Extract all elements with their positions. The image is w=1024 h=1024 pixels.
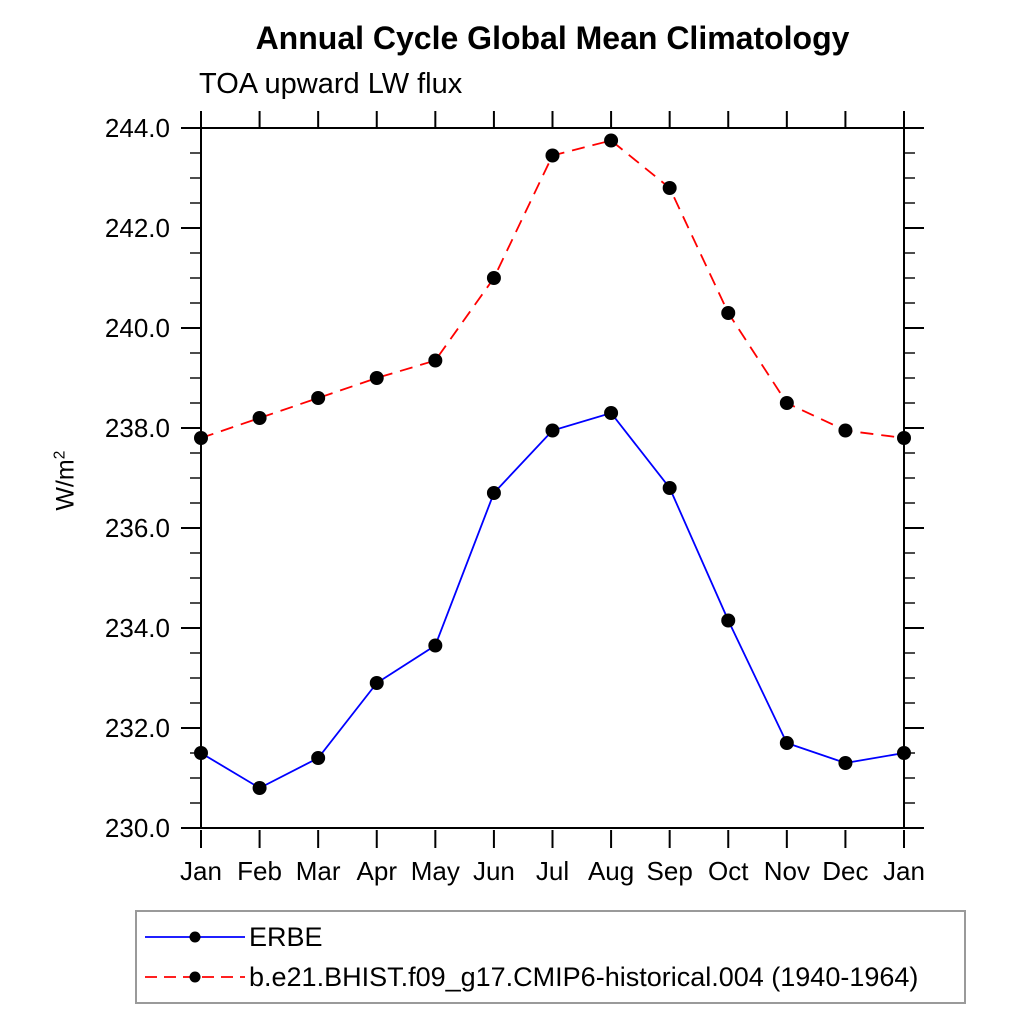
data-point bbox=[545, 148, 560, 163]
legend-marker-dot bbox=[189, 931, 201, 943]
legend-marker-dot bbox=[189, 971, 201, 983]
data-point bbox=[604, 133, 619, 148]
data-point bbox=[721, 306, 736, 320]
legend-label: b.e21.BHIST.f09_g17.CMIP6-historical.004… bbox=[249, 961, 919, 992]
data-point bbox=[252, 781, 267, 795]
data-point bbox=[838, 423, 853, 438]
x-tick-label: Sep bbox=[647, 856, 693, 886]
y-tick-label: 232.0 bbox=[105, 713, 170, 743]
y-tick-label: 242.0 bbox=[105, 213, 170, 243]
x-tick-label: Nov bbox=[764, 856, 810, 886]
data-point bbox=[838, 756, 853, 770]
y-tick-label: 238.0 bbox=[105, 413, 170, 443]
legend-line-sample-solid bbox=[145, 931, 245, 943]
legend-line-sample-dashed bbox=[145, 971, 245, 983]
legend-row-model: b.e21.BHIST.f09_g17.CMIP6-historical.004… bbox=[137, 957, 964, 997]
x-tick-label: Mar bbox=[296, 856, 341, 886]
legend-label: ERBE bbox=[249, 921, 323, 952]
data-point bbox=[194, 746, 208, 760]
x-tick-label: Feb bbox=[237, 856, 282, 886]
chart-subtitle: TOA upward LW flux bbox=[199, 68, 463, 100]
data-point bbox=[486, 486, 501, 500]
data-point bbox=[428, 353, 443, 368]
chart-title: Annual Cycle Global Mean Climatology bbox=[255, 20, 850, 56]
legend-row-erbe: ERBE bbox=[137, 917, 964, 957]
data-point bbox=[897, 431, 911, 445]
y-tick-label: 244.0 bbox=[105, 113, 170, 143]
data-point bbox=[369, 371, 384, 385]
series-line-model bbox=[200, 139, 905, 439]
data-point bbox=[779, 736, 794, 750]
data-point bbox=[662, 481, 677, 495]
data-point bbox=[194, 431, 208, 445]
x-tick-label: Jun bbox=[473, 856, 515, 886]
y-tick-label: 234.0 bbox=[105, 613, 170, 643]
data-point bbox=[897, 746, 911, 760]
x-tick-label: Jan bbox=[180, 856, 222, 886]
y-tick-label: 236.0 bbox=[105, 513, 170, 543]
y-tick-label: 240.0 bbox=[105, 313, 170, 343]
x-tick-label: Jul bbox=[536, 856, 569, 886]
x-tick-label: May bbox=[411, 856, 460, 886]
data-point bbox=[428, 638, 443, 653]
data-point bbox=[545, 423, 560, 438]
data-point bbox=[662, 181, 677, 195]
x-tick-label: Dec bbox=[822, 856, 868, 886]
data-point bbox=[721, 613, 736, 628]
x-tick-label: Oct bbox=[708, 856, 749, 886]
data-point bbox=[486, 271, 501, 285]
data-point bbox=[311, 751, 326, 765]
x-tick-label: Jan bbox=[883, 856, 925, 886]
data-point bbox=[311, 391, 326, 405]
x-tick-label: Apr bbox=[357, 856, 398, 886]
data-point bbox=[252, 411, 267, 425]
y-tick-label: 230.0 bbox=[105, 813, 170, 843]
data-point bbox=[369, 676, 384, 690]
data-point bbox=[779, 396, 794, 410]
legend: ERBE b.e21.BHIST.f09_g17.CMIP6-historica… bbox=[135, 910, 966, 1004]
axis-frame bbox=[200, 127, 905, 829]
series-line-erbe bbox=[200, 411, 905, 790]
x-tick-label: Aug bbox=[588, 856, 634, 886]
data-point bbox=[604, 406, 619, 420]
